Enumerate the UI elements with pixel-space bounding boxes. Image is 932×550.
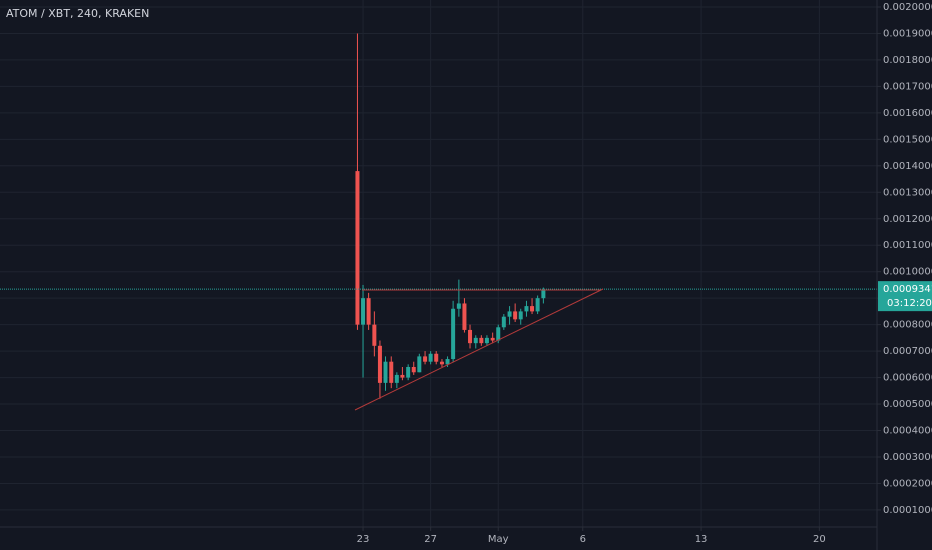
y-tick-label: 0.0012000 — [883, 214, 932, 225]
countdown-label: 03:12:20 — [887, 298, 932, 309]
x-tick-label: 6 — [580, 534, 586, 545]
y-tick-label: 0.0013000 — [883, 187, 932, 198]
candle-body — [507, 311, 512, 317]
y-tick-label: 0.0003000 — [883, 452, 932, 463]
candle-body — [394, 374, 399, 383]
y-tick-label: 0.0015000 — [883, 134, 932, 145]
chart-title: ATOM / XBT, 240, KRAKEN — [6, 7, 149, 20]
y-tick-label: 0.0019000 — [883, 28, 932, 39]
x-tick-label: 13 — [695, 534, 708, 545]
grid — [0, 0, 877, 527]
candle-body — [473, 337, 478, 344]
x-tick-label: 27 — [424, 534, 437, 545]
candle-body — [451, 308, 456, 360]
candle-body — [400, 374, 405, 378]
candle-body — [389, 361, 394, 383]
candle-body — [468, 329, 473, 344]
y-tick-label: 0.0006000 — [883, 373, 932, 384]
candle-body — [513, 311, 518, 320]
candle-body — [445, 359, 450, 365]
candle-body — [406, 366, 411, 378]
candle-body — [383, 361, 388, 383]
candle-body — [377, 345, 382, 383]
x-tick-label: May — [488, 534, 509, 545]
y-tick-label: 0.0007000 — [883, 346, 932, 357]
y-tick-label: 0.0018000 — [883, 55, 932, 66]
y-tick-label: 0.0002000 — [883, 478, 932, 489]
candle-body — [501, 316, 506, 328]
candle-body — [361, 298, 366, 325]
x-tick-label: 23 — [357, 534, 370, 545]
x-tick-label: 20 — [813, 534, 826, 545]
y-tick-label: 0.0020000 — [883, 2, 932, 13]
candle-body — [541, 290, 546, 299]
y-tick-label: 0.0014000 — [883, 161, 932, 172]
support-trendline — [354, 288, 604, 411]
y-tick-label: 0.0017000 — [883, 81, 932, 92]
y-tick-label: 0.0016000 — [883, 108, 932, 119]
candle-body — [417, 356, 422, 373]
candle-body — [524, 306, 529, 312]
candle-body — [462, 303, 467, 330]
candle-body — [479, 337, 484, 344]
candle-body — [490, 337, 495, 341]
candle-body — [411, 366, 416, 373]
candle-body — [518, 311, 523, 320]
axes: 0.0001000 0.0002000 0.0003000 0.0004000 0.00… — [357, 2, 932, 545]
y-tick-label: 0.0005000 — [883, 399, 932, 410]
candle-body — [434, 353, 439, 362]
y-tick-label: 0.0001000 — [883, 505, 932, 516]
candle-body — [428, 353, 433, 362]
candle-body — [530, 306, 535, 312]
last-price-box — [878, 281, 932, 312]
candle-body — [456, 303, 461, 309]
candle-body — [355, 171, 360, 325]
candle-body — [372, 324, 377, 346]
candle-body — [535, 298, 540, 312]
y-tick-label: 0.0011000 — [883, 240, 932, 251]
y-tick-label: 0.0008000 — [883, 320, 932, 331]
candle-body — [496, 327, 501, 341]
y-tick-label: 0.0004000 — [883, 426, 932, 437]
candle-body — [423, 356, 428, 362]
candle-body — [484, 337, 489, 344]
candle-body — [439, 361, 444, 365]
y-tick-label: 0.0010000 — [883, 267, 932, 278]
last-price-label: 0.0009341 — [883, 284, 932, 295]
candle-body — [366, 298, 371, 325]
